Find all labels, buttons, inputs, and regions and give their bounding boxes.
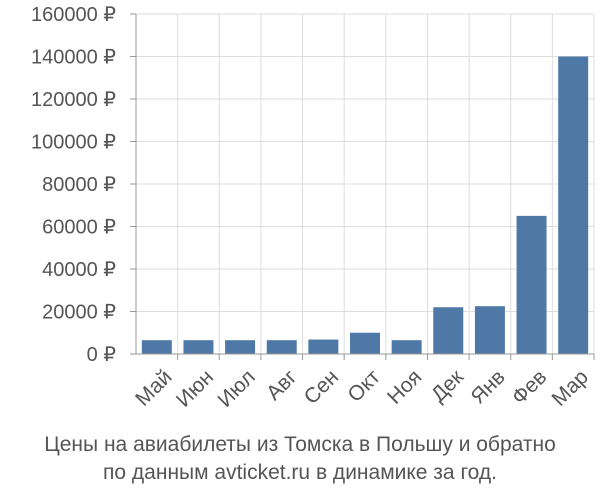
y-tick-label: 80000 ₽: [42, 174, 116, 196]
x-tick-label: Дек: [427, 365, 469, 407]
bar: [142, 340, 172, 354]
x-tick-label: Мар: [548, 365, 593, 410]
y-tick-label: 60000 ₽: [42, 217, 116, 239]
bar: [183, 340, 213, 354]
x-tick-label: Фев: [508, 365, 552, 409]
y-tick-label: 160000 ₽: [31, 4, 116, 26]
y-tick-label: 20000 ₽: [42, 302, 116, 324]
bar: [350, 333, 380, 354]
x-tick-label: Янв: [467, 365, 510, 408]
bar: [308, 340, 338, 354]
x-tick-label: Сен: [300, 365, 343, 408]
chart-caption-line-2: по данным avticket.ru в динамике за год.: [0, 461, 600, 485]
x-tick-label: Июл: [213, 365, 259, 411]
y-tick-label: 140000 ₽: [31, 47, 116, 69]
bar: [433, 307, 463, 354]
chart-caption-line-1: Цены на авиабилеты из Томска в Польшу и …: [0, 433, 600, 457]
x-tick-label: Авг: [262, 365, 302, 405]
x-tick-label: Окт: [343, 365, 385, 407]
y-tick-label: 40000 ₽: [42, 259, 116, 281]
bar: [225, 340, 255, 354]
bar: [267, 340, 297, 354]
bar: [475, 306, 505, 354]
x-tick-label: Май: [131, 365, 176, 410]
y-tick-label: 120000 ₽: [31, 89, 116, 111]
x-tick-label: Июн: [172, 365, 218, 411]
y-tick-label: 0 ₽: [87, 344, 117, 366]
bars-group: [142, 57, 588, 355]
bar: [517, 216, 547, 354]
y-tick-labels: 0 ₽ 20000 ₽ 40000 ₽ 60000 ₽ 80000 ₽ 100000 ₽ 1…: [31, 4, 116, 366]
x-tick-label: Ноя: [383, 365, 426, 408]
price-bar-chart: 0 ₽ 20000 ₽ 40000 ₽ 60000 ₽ 80000 ₽ 100000 ₽ 1…: [0, 0, 600, 430]
bar: [558, 57, 588, 355]
bar: [392, 340, 422, 354]
y-tick-label: 100000 ₽: [31, 132, 116, 154]
